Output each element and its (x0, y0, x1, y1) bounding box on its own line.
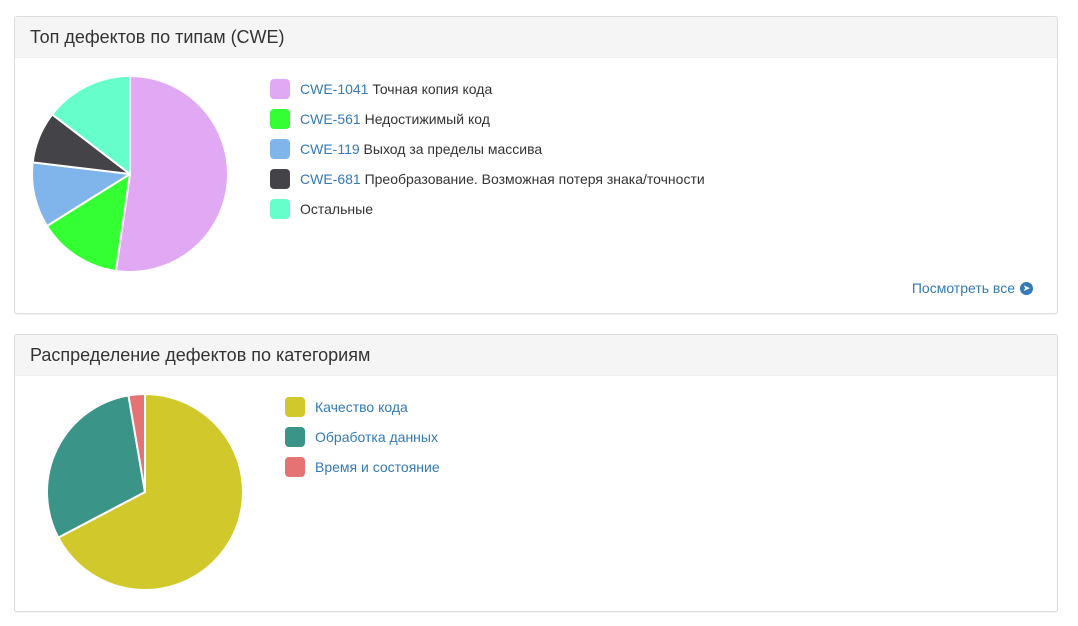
legend-item-others[interactable]: Остальные (270, 194, 705, 224)
legend-label: Преобразование. Возможная потеря знака/т… (364, 171, 705, 187)
view-all-link[interactable]: Посмотреть все ➤ (912, 280, 1033, 296)
legend-label: Выход за пределы массива (363, 141, 543, 157)
cwe-link[interactable]: CWE-119 (300, 141, 360, 157)
view-all-label: Посмотреть все (911, 280, 1015, 296)
legend-item-cwe-681[interactable]: CWE-681 Преобразование. Возможная потеря… (270, 164, 705, 194)
legend-swatch (270, 109, 290, 129)
legend-swatch (285, 397, 305, 417)
cwe-link[interactable]: CWE-681 (300, 171, 361, 187)
legend-swatch (270, 79, 290, 99)
cwe-panel: Топ дефектов по типам (CWE) CWE-1041 Точ… (14, 16, 1058, 314)
pie-slice-cwe-561[interactable] (45, 173, 131, 272)
cwe-legend: CWE-1041 Точная копия кода CWE-561 Недос… (270, 74, 705, 224)
pie-slice-остальные[interactable] (51, 75, 131, 175)
legend-swatch (270, 169, 290, 189)
legend-item-cwe-119[interactable]: CWE-119 Выход за пределы массива (270, 134, 705, 164)
pie-slice-cwe-119[interactable] (31, 161, 131, 227)
pie-slice-обработка-данных[interactable] (46, 394, 146, 539)
legend-label: Недостижимый код (364, 111, 490, 127)
legend-item-data-processing[interactable]: Обработка данных (285, 422, 440, 452)
pie-slice-качество-кода[interactable] (57, 393, 245, 591)
pie-slice-cwe-1041[interactable] (114, 75, 229, 273)
legend-item-time-and-state[interactable]: Время и состояние (285, 452, 440, 482)
category-link[interactable]: Обработка данных (315, 429, 438, 445)
legend-label: Точная копия кода (372, 81, 493, 97)
category-panel: Распределение дефектов по категориям Кач… (14, 334, 1058, 612)
legend-item-cwe-561[interactable]: CWE-561 Недостижимый код (270, 104, 705, 134)
category-legend: Качество кода Обработка данных Время и с… (285, 392, 440, 482)
legend-swatch (285, 427, 305, 447)
cwe-pie-chart[interactable] (30, 74, 230, 274)
category-panel-title: Распределение дефектов по категориям (15, 335, 1057, 376)
cwe-link[interactable]: CWE-561 (300, 111, 361, 127)
legend-label: Остальные (300, 201, 373, 217)
category-link[interactable]: Качество кода (315, 399, 408, 415)
legend-item-cwe-1041[interactable]: CWE-1041 Точная копия кода (270, 74, 705, 104)
cwe-panel-title: Топ дефектов по типам (CWE) (15, 17, 1057, 58)
legend-swatch (285, 457, 305, 477)
category-link[interactable]: Время и состояние (315, 459, 440, 475)
legend-swatch (270, 139, 290, 159)
legend-item-code-quality[interactable]: Качество кода (285, 392, 440, 422)
legend-swatch (270, 199, 290, 219)
pie-slice-время-и-состояние[interactable] (127, 393, 146, 493)
arrow-circle-right-icon: ➤ (1020, 281, 1033, 295)
cwe-link[interactable]: CWE-1041 (300, 81, 369, 97)
category-pie-chart[interactable] (45, 392, 245, 592)
